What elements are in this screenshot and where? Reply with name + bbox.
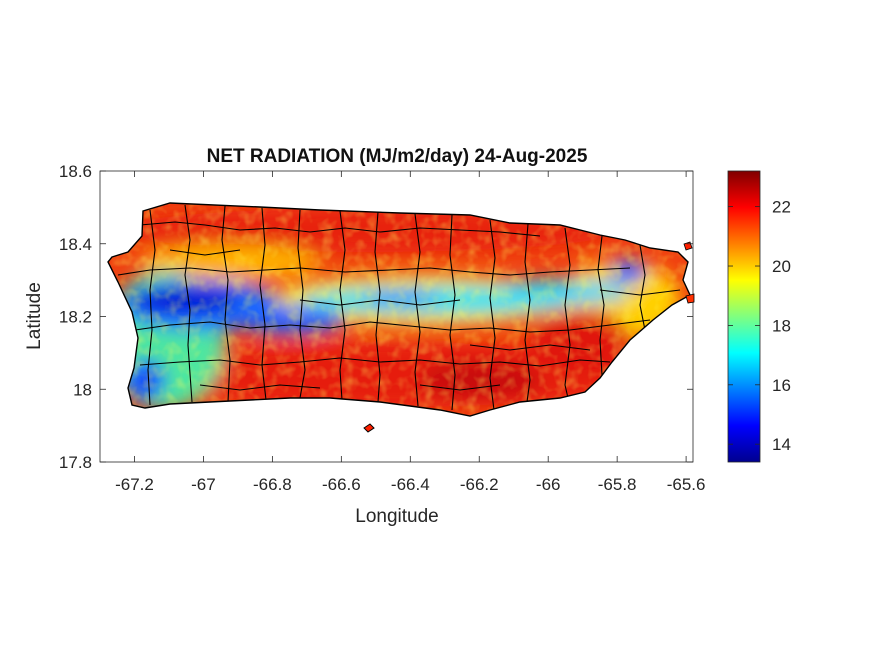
x-tick-label: -66.4 [391, 475, 430, 494]
chart-title: NET RADIATION (MJ/m2/day) 24-Aug-2025 [207, 146, 588, 167]
colorbar-tick-label: 18 [772, 316, 791, 335]
colorbar-tick-label: 14 [772, 435, 791, 454]
x-tick-label: -65.6 [667, 475, 706, 494]
x-tick-label: -66.2 [460, 475, 499, 494]
colorbar [727, 170, 761, 463]
y-tick-label: 18.4 [59, 235, 92, 254]
y-axis-label: Latitude [24, 282, 45, 350]
x-tick-label: -66 [536, 475, 561, 494]
x-tick-label: -66.6 [322, 475, 361, 494]
y-tick-label: 18.6 [59, 162, 92, 181]
heatmap-speckle [108, 203, 690, 416]
y-tick-label: 18 [73, 380, 92, 399]
y-tick-label: 18.2 [59, 308, 92, 327]
x-axis-ticks: -67.2 -67 -66.8 -66.6 -66.4 -66.2 -66 -65.8 -65.… [115, 171, 705, 494]
x-tick-label: -67 [191, 475, 216, 494]
colorbar-tick-label: 20 [772, 257, 791, 276]
colorbar-tick-label: 22 [772, 198, 791, 217]
y-tick-label: 17.8 [59, 453, 92, 472]
x-tick-label: -65.8 [598, 475, 637, 494]
colorbar-tick-label: 16 [772, 376, 791, 395]
heatmap-field [108, 203, 690, 416]
x-axis-label: Longitude [355, 506, 438, 527]
east-islet-2 [685, 293, 695, 304]
municipal-borders [117, 204, 681, 411]
x-tick-label: -66.8 [253, 475, 292, 494]
colorbar-ticks: 14 16 18 20 22 [728, 198, 791, 454]
east-islet-1 [683, 241, 693, 251]
y-axis-ticks: 17.8 18 18.2 18.4 18.6 [59, 162, 693, 472]
x-tick-label: -67.2 [115, 475, 154, 494]
caja-de-muertos-island [363, 423, 375, 433]
island-coastline [107, 202, 691, 417]
